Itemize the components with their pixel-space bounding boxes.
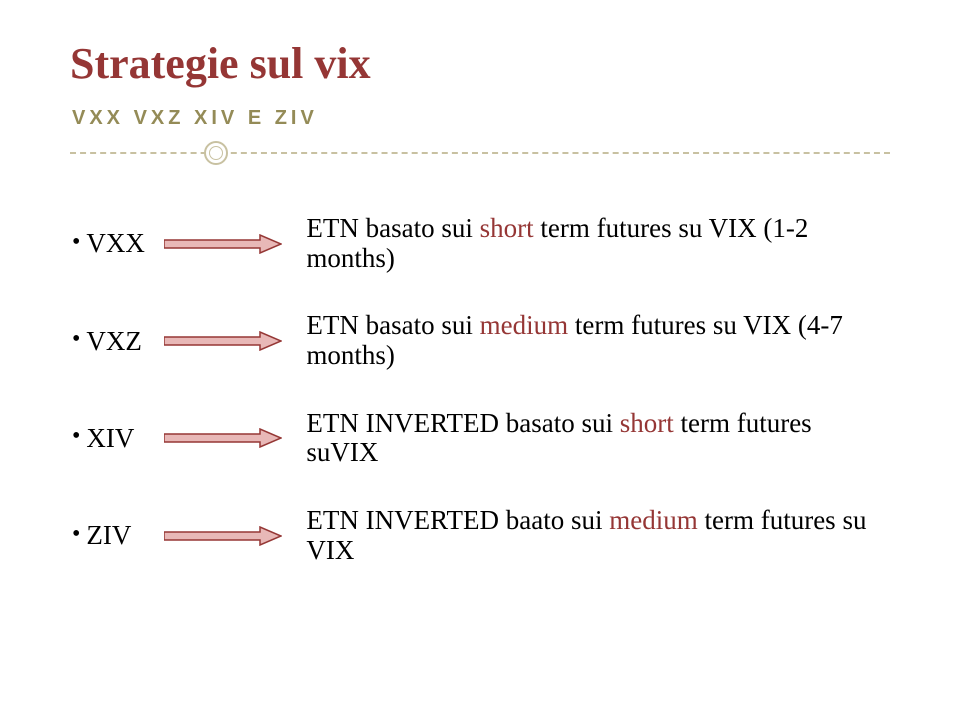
item-label: XIV [86, 423, 164, 454]
desc-accent: medium [480, 310, 569, 340]
desc-text: ETN INVERTED baato sui [306, 505, 609, 535]
bullet-dot: • [72, 424, 80, 448]
divider [70, 140, 890, 166]
slide-subtitle: VXX VXZ XIV E ZIV [70, 107, 890, 130]
bullet-list: • VXX ETN basato sui short term futures … [70, 214, 890, 566]
item-label: VXX [86, 228, 164, 259]
bullet-dot: • [72, 230, 80, 254]
desc-accent: medium [609, 505, 698, 535]
arrow-icon [164, 234, 306, 254]
item-description: ETN basato sui short term futures su VIX… [306, 214, 890, 273]
divider-circle [204, 141, 228, 165]
list-item: • XIV ETN INVERTED basato sui short term… [70, 409, 890, 468]
item-description: ETN INVERTED baato sui medium term futur… [306, 506, 890, 565]
bullet-dot: • [72, 522, 80, 546]
slide: Strategie sul vix VXX VXZ XIV E ZIV • VX… [0, 0, 960, 712]
desc-text: ETN basato sui [306, 213, 479, 243]
item-description: ETN basato sui medium term futures su VI… [306, 311, 890, 370]
arrow-icon [164, 526, 306, 546]
divider-line [70, 152, 890, 154]
item-label: ZIV [86, 520, 164, 551]
item-label: VXZ [86, 326, 164, 357]
list-item: • VXX ETN basato sui short term futures … [70, 214, 890, 273]
arrow-icon [164, 428, 306, 448]
arrow-icon [164, 331, 306, 351]
slide-title: Strategie sul vix [70, 38, 890, 89]
list-item: • ZIV ETN INVERTED baato sui medium term… [70, 506, 890, 565]
desc-accent: short [480, 213, 534, 243]
desc-accent: short [620, 408, 674, 438]
desc-text: ETN INVERTED basato sui [306, 408, 619, 438]
desc-text: ETN basato sui [306, 310, 479, 340]
item-description: ETN INVERTED basato sui short term futur… [306, 409, 890, 468]
bullet-dot: • [72, 327, 80, 351]
list-item: • VXZ ETN basato sui medium term futures… [70, 311, 890, 370]
